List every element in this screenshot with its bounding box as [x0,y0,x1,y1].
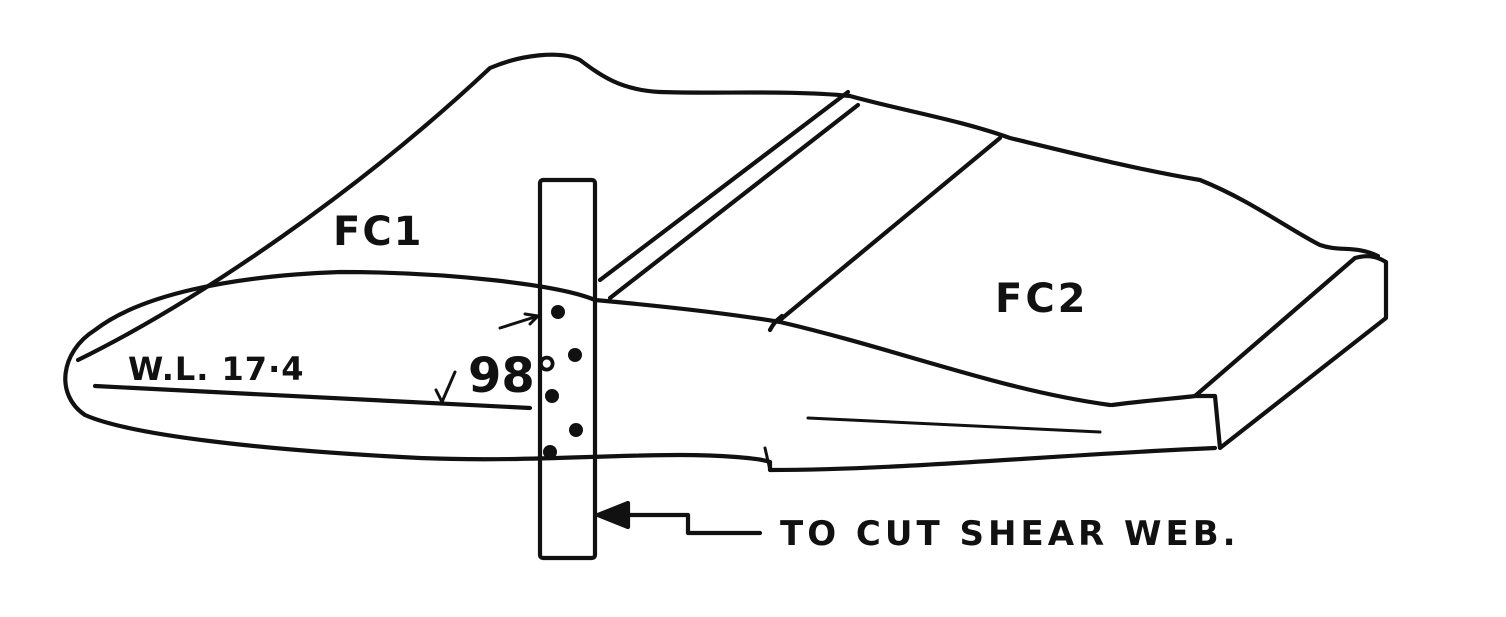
angle-arrow [434,370,457,404]
waterline-datum [92,383,533,411]
airfoil-profile [63,269,1218,473]
shear-web [537,177,598,561]
trailing-edge-block [1109,254,1389,451]
label-fc2: FC2 [995,276,1089,322]
rivet-hole-4 [569,423,583,437]
label-fc1: FC1 [333,209,424,255]
upper-skin-outline [75,52,1381,363]
rivet-hole-5 [543,445,557,459]
rivet-hole-1 [551,305,565,319]
note-arrowhead [595,500,631,530]
rivet-hole-2 [568,348,582,362]
spar-cap-strip-2 [767,135,1003,333]
internal-chord-line [806,416,1102,434]
rivet-hole-3 [545,389,559,403]
note-leader [597,512,763,536]
web-angle-arrow [498,312,540,330]
label-angle: 98° [468,348,559,404]
label-waterline: W.L. 17·4 [128,350,304,388]
lower-step [763,446,772,472]
spar-cap-strip-1 [597,89,861,301]
label-note: TO CUT SHEAR WEB. [780,514,1240,554]
